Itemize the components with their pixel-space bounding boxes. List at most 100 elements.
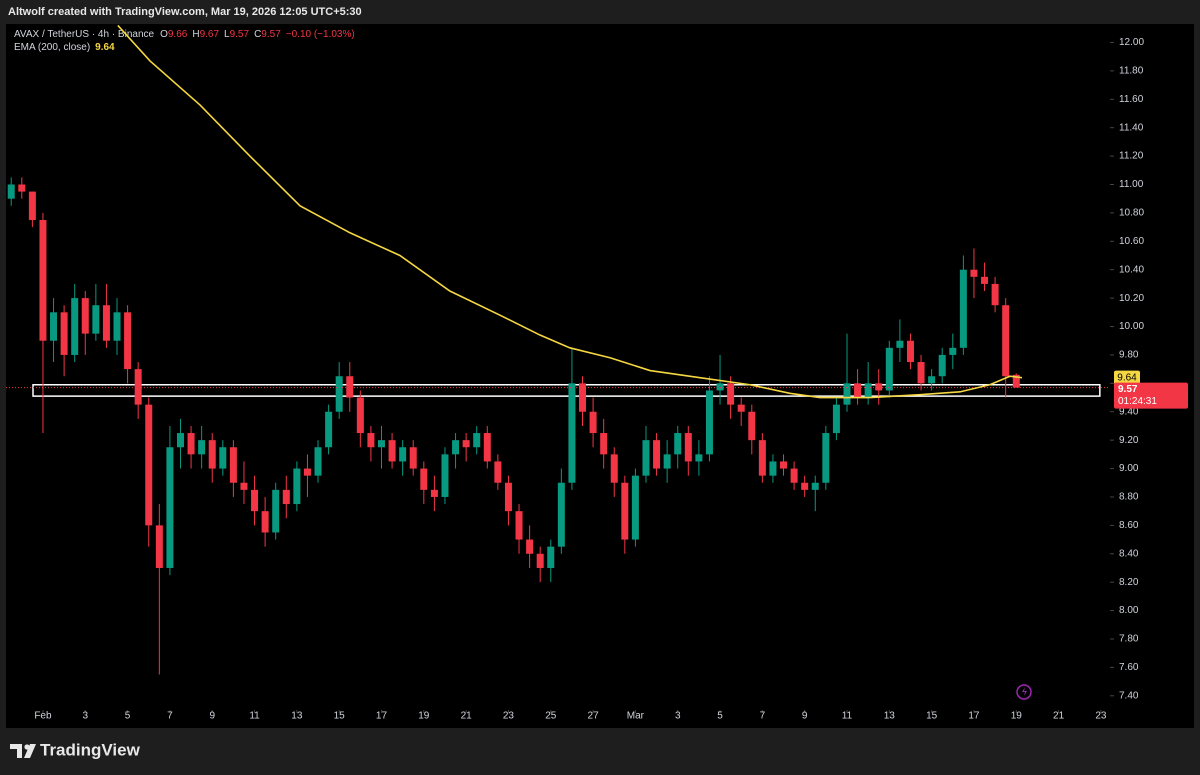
ema-name: EMA (200, close) (14, 42, 90, 53)
x-tick-label: 7 (167, 711, 173, 722)
candle-body (610, 454, 618, 483)
candle-body (885, 347, 893, 391)
candle-body (684, 433, 692, 462)
y-tick-label: 10.20 (1119, 293, 1144, 304)
candle-body (917, 362, 925, 384)
y-tick-label: 8.00 (1119, 605, 1139, 616)
candle-body (134, 369, 142, 405)
o-letter: O (160, 29, 168, 40)
candle-body (970, 269, 978, 277)
x-tick-label: 13 (884, 711, 896, 722)
candle-body (314, 447, 322, 476)
candle-body (621, 482, 629, 540)
candle-body (801, 482, 809, 490)
candle-body (60, 312, 68, 355)
last-price-box (1114, 382, 1188, 409)
open-value: 9.66 (168, 29, 188, 40)
candle-body (198, 440, 206, 455)
candle-body (187, 433, 195, 455)
alert-bolt (1022, 687, 1027, 696)
x-tick-label: 9 (209, 711, 215, 722)
candle-body (494, 461, 502, 483)
candle-body (526, 539, 534, 554)
candle-body (695, 454, 703, 462)
alert-ring (1016, 684, 1032, 700)
candle-body (356, 397, 364, 434)
y-tick-label: 9.20 (1119, 435, 1139, 446)
plot-area (6, 24, 1110, 675)
candle-body (832, 404, 840, 434)
candle-body (240, 482, 248, 490)
candle-body (39, 220, 47, 341)
x-tick-label: 25 (545, 711, 557, 722)
x-tick-label: 23 (503, 711, 515, 722)
candle-body (928, 376, 936, 384)
candle-body (589, 411, 597, 434)
candle-body (282, 489, 290, 505)
y-tick-label: 12.00 (1119, 37, 1144, 48)
candle-body (81, 298, 89, 334)
candle-body (737, 404, 745, 412)
candle-body (71, 298, 79, 355)
x-tick-label: 7 (760, 711, 766, 722)
candle-body (155, 525, 163, 568)
candle-body (663, 454, 671, 469)
y-tick-label: 9.80 (1119, 350, 1139, 361)
x-tick-label: 15 (926, 711, 938, 722)
header: Altwolf created with TradingView.com, Ma… (8, 6, 362, 18)
candle-body (780, 461, 788, 469)
candle-body (758, 440, 766, 476)
candle-body (18, 184, 26, 192)
candle-body (822, 433, 830, 483)
candle-body (843, 383, 851, 405)
candle-body (28, 191, 36, 220)
candle-body (441, 454, 449, 497)
y-tick-label: 9.40 (1119, 406, 1139, 417)
logo-dot (24, 744, 30, 750)
y-tick-label: 7.80 (1119, 634, 1139, 645)
y-tick-label: 8.40 (1119, 548, 1139, 559)
candle-body (875, 383, 883, 391)
candle-body (145, 404, 153, 526)
candle-body (949, 347, 957, 355)
y-tick-label: 10.40 (1119, 264, 1144, 275)
x-tick-label: 3 (82, 711, 88, 722)
x-tick-label: 21 (461, 711, 473, 722)
candle-body (716, 383, 724, 391)
brand: TradingView (40, 740, 141, 759)
y-tick-label: 7.60 (1119, 662, 1139, 673)
y-tick-label: 9.00 (1119, 463, 1139, 474)
candle-body (547, 546, 555, 568)
legend-ema: EMA (200, close) 9.64 (14, 42, 115, 53)
candle-body (261, 511, 269, 533)
candle-body (896, 340, 904, 348)
candle-body (705, 390, 713, 455)
candle-body (981, 276, 989, 284)
candle-body (462, 440, 470, 448)
candle-body (938, 354, 946, 377)
candle-body (653, 440, 661, 469)
candle-body (166, 447, 174, 568)
y-tick-label: 11.80 (1119, 66, 1144, 77)
candle-body (7, 184, 15, 199)
candle-body (600, 433, 608, 455)
y-tick-label: 11.20 (1119, 151, 1144, 162)
x-tick-label: 11 (842, 711, 853, 722)
candle-body (790, 468, 798, 483)
y-tick-label: 8.80 (1119, 492, 1139, 503)
x-tick-label: 17 (376, 711, 388, 722)
symbol: AVAX / TetherUS · 4h · Binance (14, 29, 155, 40)
y-tick-label: 10.60 (1119, 236, 1144, 247)
x-tick-label: 3 (675, 711, 681, 722)
x-tick-label: Mar (627, 711, 645, 722)
candle-body (642, 440, 650, 476)
x-tick-label: 5 (717, 711, 723, 722)
chart-area (6, 24, 1194, 728)
l-letter: L (224, 29, 230, 40)
y-tick-label: 11.00 (1119, 179, 1144, 190)
candle-body (377, 440, 385, 448)
y-tick-label: 10.80 (1119, 208, 1144, 219)
x-tick-label: 19 (418, 711, 430, 722)
candle-body (854, 383, 862, 398)
candle-body (483, 433, 491, 462)
